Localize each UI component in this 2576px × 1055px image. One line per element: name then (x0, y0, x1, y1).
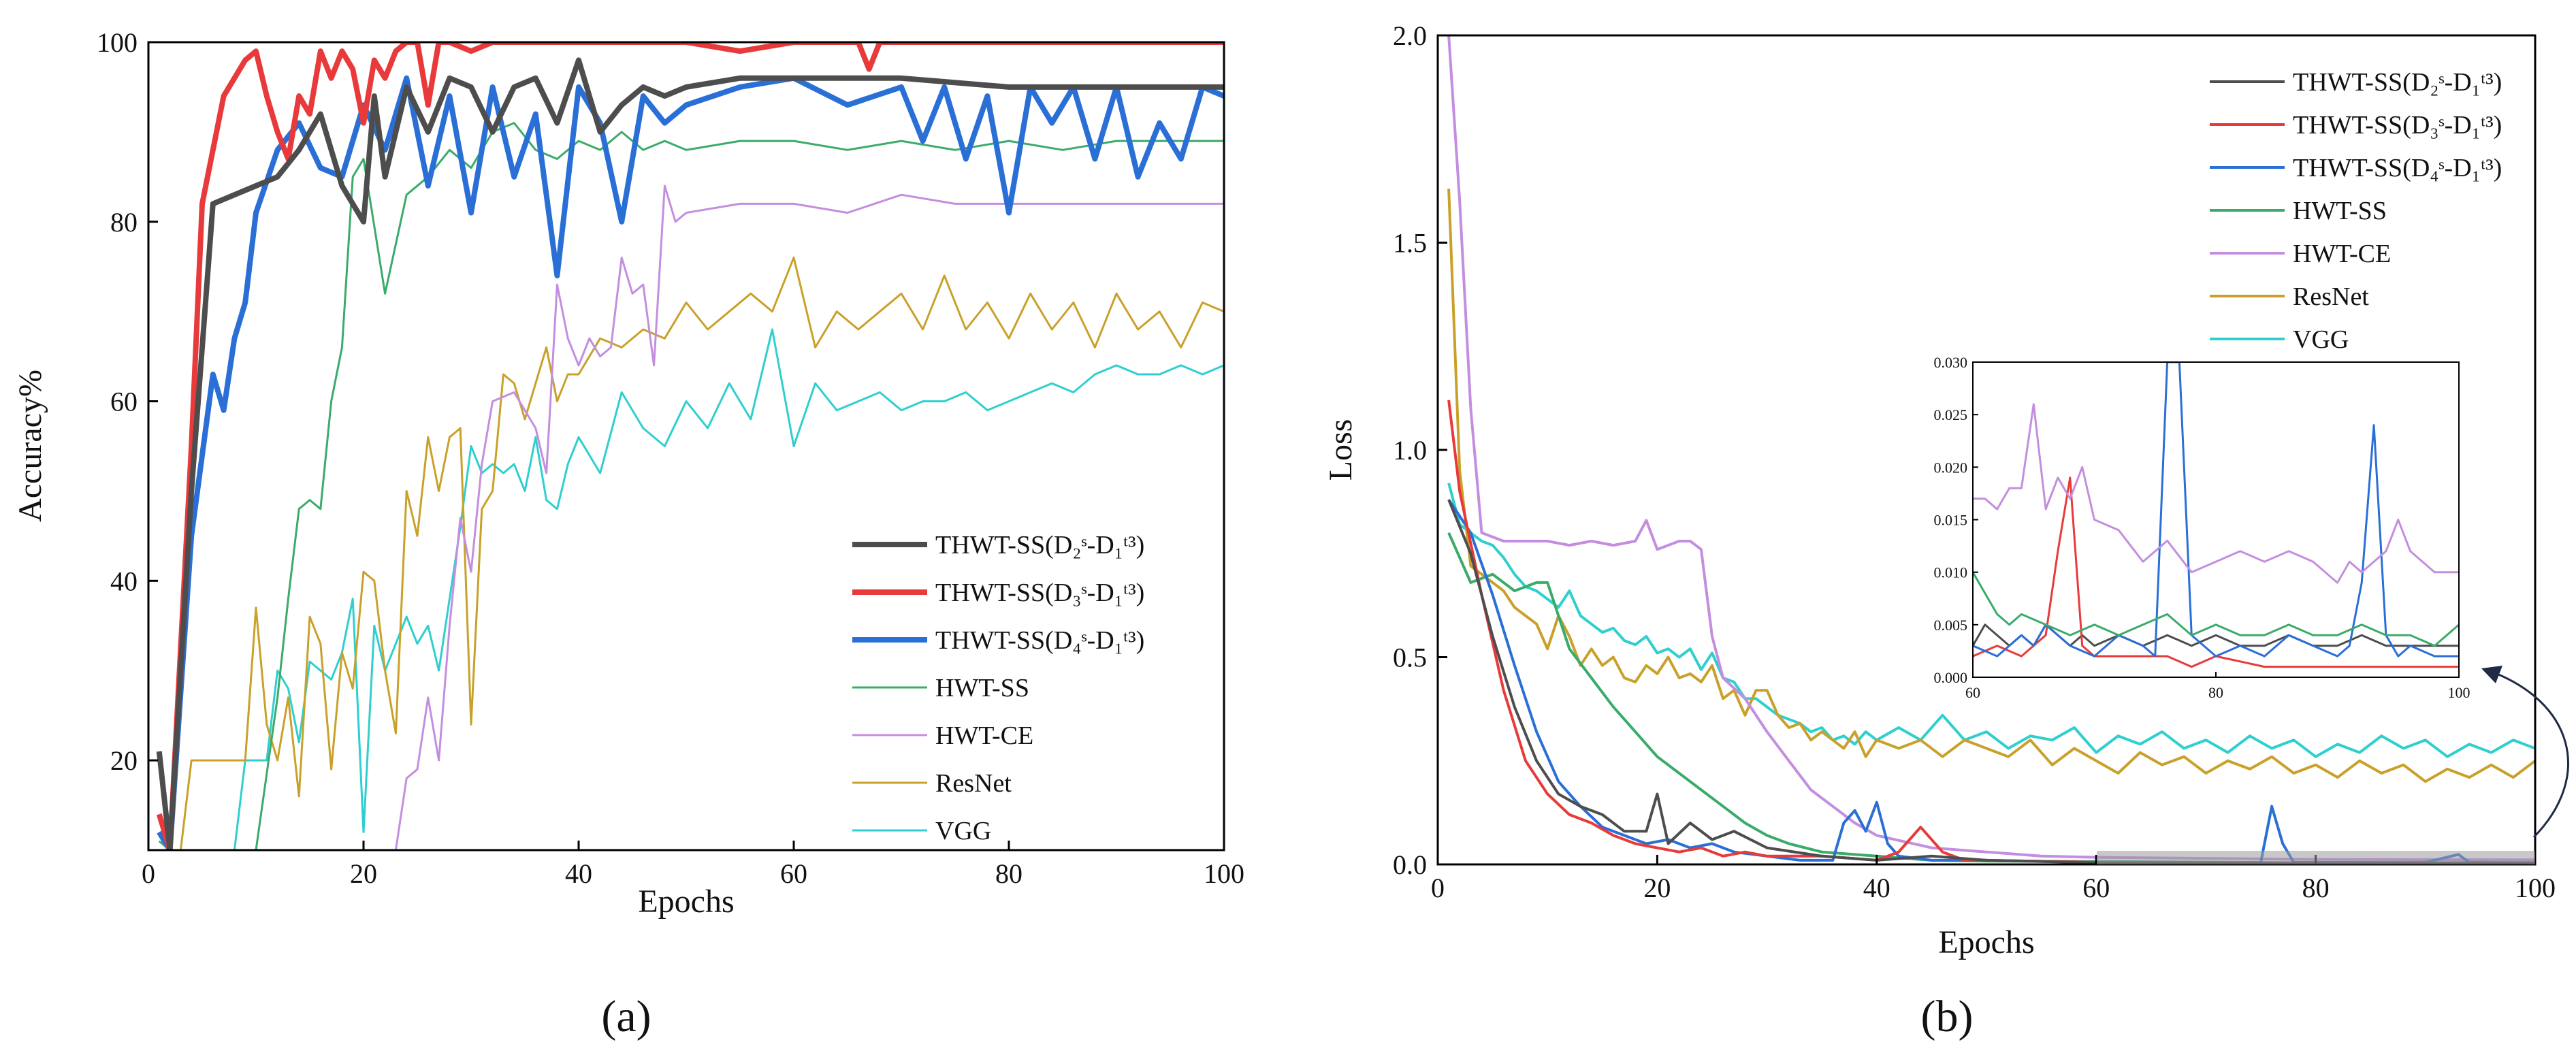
series-line-resnet (1447, 189, 2535, 783)
panel-b-x-axis-label: Epochs (1938, 924, 2034, 960)
inset-x-tick-label: 80 (2208, 684, 2223, 701)
inset-y-tick-label: 0.005 (1934, 617, 1968, 634)
x-tick-label: 40 (565, 858, 592, 889)
panel-a-frame (147, 41, 1225, 851)
inset-y-tick-label: 0.025 (1934, 406, 1968, 423)
legend-label: THWT-SS(D₃ˢ-D₁ᵗ³) (935, 579, 1144, 607)
panel-b-legend: THWT-SS(D₂ˢ-D₁ᵗ³) THWT-SS(D₃ˢ-D₁ᵗ³) THWT-S… (2210, 68, 2502, 354)
zoom-arrow (2488, 669, 2569, 839)
y-tick-label: 1.0 (1393, 435, 1427, 466)
legend-label: ResNet (2293, 282, 2369, 311)
y-tick-label: 80 (110, 207, 138, 238)
panel-a-axes: 0 20 40 60 80 100 20 40 60 80 100 (97, 27, 1244, 889)
y-tick-label: 100 (97, 27, 138, 58)
inset-series-line (1973, 403, 2459, 584)
zoom-arrow-head (2481, 666, 2502, 683)
series-line-thwt-ss-d-d- (156, 42, 1224, 850)
legend-label: HWT-CE (935, 721, 1033, 750)
x-tick-label: 100 (1204, 858, 1244, 889)
x-tick-label: 100 (2515, 873, 2556, 903)
inset-axes: 60 80 100 0.000 0.005 0.010 0.015 0.020 0.025 0.0… (1934, 354, 2470, 701)
panel-b-axes: 0 20 40 60 80 100 0.0 0.5 1.0 1.5 2.0 (1393, 20, 2556, 903)
series-line-hwt-ss (158, 122, 1224, 850)
panel-a-caption: (a) (601, 992, 651, 1041)
inset-series-line (1973, 362, 2459, 658)
legend-label: THWT-SS(D₄ˢ-D₁ᵗ³) (2293, 154, 2502, 182)
panel-a-chart: 0 20 40 60 80 100 20 40 60 80 100 THWT-SS(D₂ˢ-D₁ᵗ³… (12, 27, 1244, 1041)
x-tick-label: 0 (142, 858, 155, 889)
legend-label: THWT-SS(D₃ˢ-D₁ᵗ³) (2293, 111, 2502, 140)
x-tick-label: 60 (780, 858, 807, 889)
panel-a-legend: THWT-SS(D₂ˢ-D₁ᵗ³) THWT-SS(D₃ˢ-D₁ᵗ³) THWT-S… (852, 531, 1144, 845)
x-tick-label: 40 (1863, 873, 1890, 903)
legend-label: VGG (2293, 325, 2349, 354)
panel-b-series-group (1447, 35, 2535, 864)
zoom-region-highlight (2097, 851, 2535, 864)
x-tick-label: 60 (2082, 873, 2110, 903)
panel-a-y-axis-label: Accuracy% (12, 370, 48, 522)
inset-y-tick-label: 0.030 (1934, 354, 1968, 371)
legend-label: THWT-SS(D₄ˢ-D₁ᵗ³) (935, 626, 1144, 655)
panel-b-chart: 0 20 40 60 80 100 0.0 0.5 1.0 1.5 2.0 THWT-SS(D₂ˢ-… (1323, 20, 2569, 1041)
y-tick-label: 60 (110, 387, 138, 417)
y-tick-label: 40 (110, 566, 138, 596)
inset-x-tick-label: 100 (2448, 684, 2470, 701)
x-tick-label: 20 (350, 858, 377, 889)
legend-label: HWT-SS (2293, 197, 2387, 225)
inset-y-tick-label: 0.010 (1934, 564, 1968, 581)
x-tick-label: 80 (995, 858, 1023, 889)
panel-a-series-group (156, 42, 1224, 850)
inset-series-line (1973, 571, 2459, 647)
inset-series-line (1973, 476, 2459, 668)
inset-series-group (1973, 362, 2459, 668)
inset-chart: 60 80 100 0.000 0.005 0.010 0.015 0.020 0.025 0.0… (1934, 354, 2470, 701)
panel-b-y-axis-label: Loss (1323, 419, 1359, 481)
y-tick-label: 2.0 (1393, 20, 1427, 51)
legend-label: THWT-SS(D₂ˢ-D₁ᵗ³) (2293, 68, 2502, 97)
legend-label: HWT-CE (2293, 240, 2391, 268)
y-tick-label: 0.5 (1393, 643, 1427, 673)
legend-label: HWT-SS (935, 674, 1029, 702)
series-line-thwt-ss-d-d- (1447, 499, 2535, 864)
series-line-hwt-ce (159, 184, 1224, 850)
inset-y-tick-label: 0.000 (1934, 669, 1968, 686)
y-tick-label: 1.5 (1393, 228, 1427, 259)
x-tick-label: 80 (2302, 873, 2330, 903)
x-tick-label: 20 (1643, 873, 1671, 903)
panel-b-caption: (b) (1921, 992, 1974, 1041)
inset-x-tick-label: 60 (1965, 684, 1980, 701)
series-line-thwt-ss-d-d- (156, 57, 1224, 850)
x-tick-label: 0 (1431, 873, 1445, 903)
inset-y-tick-label: 0.015 (1934, 512, 1968, 529)
legend-label: ResNet (935, 769, 1012, 798)
series-line-hwt-ce (1447, 35, 2535, 862)
legend-label: VGG (935, 817, 991, 845)
series-line-vgg (1447, 483, 2535, 758)
series-line-vgg (158, 328, 1224, 850)
legend-label: THWT-SS(D₂ˢ-D₁ᵗ³) (935, 531, 1144, 559)
series-line-resnet (159, 257, 1224, 850)
panel-a-x-axis-label: Epochs (638, 883, 734, 920)
y-tick-label: 0.0 (1393, 849, 1427, 880)
inset-y-tick-label: 0.020 (1934, 459, 1968, 476)
y-tick-label: 20 (110, 745, 138, 776)
